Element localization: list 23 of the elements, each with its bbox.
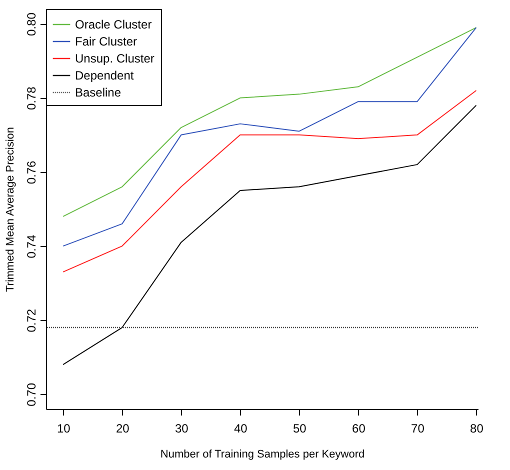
x-tick-label: 60: [352, 422, 366, 436]
x-tick-label: 10: [56, 422, 71, 436]
x-tick-label: 70: [411, 422, 425, 436]
x-axis-title: Number of Training Samples per Keyword: [160, 448, 365, 460]
line-series: [62, 104, 477, 366]
y-tick-label: 0.80: [24, 12, 38, 36]
y-tick-label: 0.72: [24, 308, 38, 332]
y-tick-label: 0.74: [24, 234, 38, 258]
legend-label: Fair Cluster: [75, 34, 138, 48]
y-tick-label: 0.78: [24, 86, 38, 110]
legend-label: Unsup. Cluster: [75, 52, 154, 66]
x-tick-label: 50: [293, 422, 307, 436]
x-tick-label: 40: [234, 422, 248, 436]
legend-label: Dependent: [75, 68, 134, 82]
legend-label: Oracle Cluster: [75, 18, 152, 32]
y-axis-title: Trimmed Mean Average Precision: [4, 126, 16, 292]
y-tick-label: 0.70: [24, 382, 38, 406]
y-tick-label: 0.76: [24, 160, 38, 184]
x-tick-label: 80: [470, 422, 484, 436]
legend-label: Baseline: [75, 86, 122, 100]
x-tick-label: 20: [116, 422, 130, 436]
line-series: [62, 90, 477, 272]
x-tick-label: 30: [174, 422, 189, 436]
